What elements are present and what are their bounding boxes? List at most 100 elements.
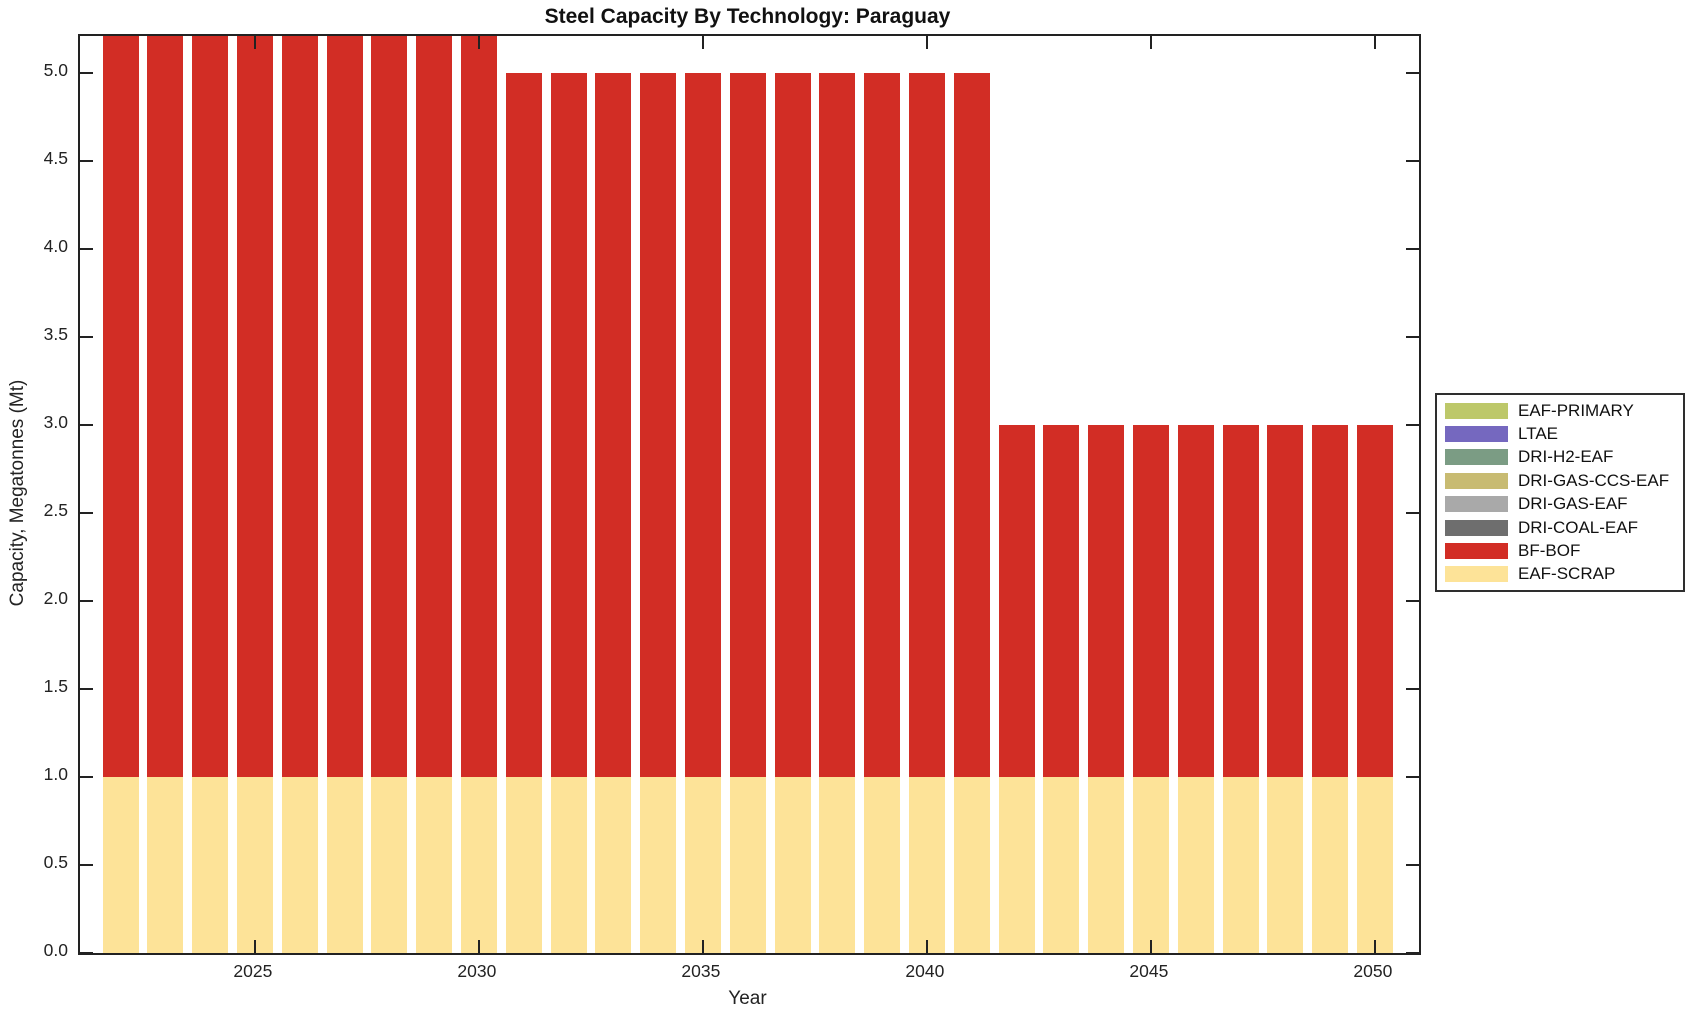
y-tick-left-3 xyxy=(80,424,93,426)
bar-segment-eaf-scrap-2047 xyxy=(1222,777,1259,953)
bar-segment-bf-bof-2048 xyxy=(1267,425,1304,777)
x-tick-label-2030: 2030 xyxy=(457,961,497,981)
bar-segment-bf-bof-2032 xyxy=(550,73,587,777)
legend-swatch-dri-h2-eaf xyxy=(1445,449,1508,466)
x-tick-bottom-2045 xyxy=(1149,940,1152,953)
y-tick-label-0.0: 0.0 xyxy=(43,940,68,960)
bar-segment-bf-bof-2022 xyxy=(102,36,139,777)
y-axis-label: Capacity, Megatonnes (Mt) xyxy=(7,379,28,607)
y-tick-label-5.0: 5.0 xyxy=(43,60,68,80)
y-tick-label-0.5: 0.5 xyxy=(43,852,68,872)
y-tick-right-5 xyxy=(1406,72,1419,74)
bar-segment-eaf-scrap-2048 xyxy=(1267,777,1304,953)
bar-segment-bf-bof-2031 xyxy=(505,73,542,777)
x-tick-top-2030 xyxy=(477,36,480,49)
x-tick-top-2050 xyxy=(1373,36,1376,49)
y-tick-label-1.0: 1.0 xyxy=(43,764,68,784)
legend-item-eaf-scrap: EAF-SCRAP xyxy=(1437,563,1683,586)
bar-segment-bf-bof-2024 xyxy=(192,36,229,777)
bar-segment-bf-bof-2043 xyxy=(1043,425,1080,777)
x-tick-bottom-2050 xyxy=(1373,940,1376,953)
bar-segment-bf-bof-2035 xyxy=(684,73,721,777)
y-tick-left-5 xyxy=(80,72,93,74)
y-tick-right-4.5 xyxy=(1406,160,1419,162)
y-tick-label-4.5: 4.5 xyxy=(43,148,68,168)
x-tick-top-2045 xyxy=(1149,36,1152,49)
bar-segment-bf-bof-2050 xyxy=(1356,425,1393,777)
bar-segment-eaf-scrap-2030 xyxy=(460,777,497,953)
x-tick-top-2025 xyxy=(253,36,256,49)
bar-segment-eaf-scrap-2041 xyxy=(953,777,990,953)
bar-segment-eaf-scrap-2031 xyxy=(505,777,542,953)
bar-segment-eaf-scrap-2045 xyxy=(1132,777,1169,953)
bar-segment-eaf-scrap-2034 xyxy=(640,777,677,953)
bar-segment-eaf-scrap-2046 xyxy=(1177,777,1214,953)
bar-segment-bf-bof-2023 xyxy=(147,36,184,777)
x-tick-label-2025: 2025 xyxy=(233,961,273,981)
bar-segment-bf-bof-2040 xyxy=(908,73,945,777)
legend-swatch-ltae xyxy=(1445,426,1508,443)
bar-segment-eaf-scrap-2038 xyxy=(819,777,856,953)
x-tick-top-2040 xyxy=(925,36,928,49)
y-tick-left-4 xyxy=(80,248,93,250)
bar-segment-bf-bof-2028 xyxy=(371,36,408,777)
y-tick-right-3.5 xyxy=(1406,336,1419,338)
legend-label-eaf-primary: EAF-PRIMARY xyxy=(1518,400,1634,420)
legend-item-dri-coal-eaf: DRI-COAL-EAF xyxy=(1437,516,1683,539)
bar-segment-eaf-scrap-2025 xyxy=(236,777,273,953)
y-tick-label-1.5: 1.5 xyxy=(43,676,68,696)
bar-segment-bf-bof-2033 xyxy=(595,73,632,777)
bar-segment-bf-bof-2027 xyxy=(326,36,363,777)
bar-segment-bf-bof-2029 xyxy=(416,36,453,777)
bar-segment-bf-bof-2026 xyxy=(281,36,318,777)
bar-segment-eaf-scrap-2028 xyxy=(371,777,408,953)
bar-segment-bf-bof-2036 xyxy=(729,73,766,777)
bar-segment-eaf-scrap-2039 xyxy=(864,777,901,953)
bar-segment-eaf-scrap-2027 xyxy=(326,777,363,953)
x-tick-bottom-2040 xyxy=(925,940,928,953)
bar-segment-bf-bof-2034 xyxy=(640,73,677,777)
bar-segment-bf-bof-2041 xyxy=(953,73,990,777)
y-tick-label-4.0: 4.0 xyxy=(43,236,68,256)
x-tick-top-2035 xyxy=(701,36,704,49)
bar-segment-bf-bof-2045 xyxy=(1132,425,1169,777)
bar-segment-eaf-scrap-2024 xyxy=(192,777,229,953)
legend-swatch-dri-coal-eaf xyxy=(1445,519,1508,536)
bar-segment-eaf-scrap-2043 xyxy=(1043,777,1080,953)
bar-segment-eaf-scrap-2022 xyxy=(102,777,139,953)
bar-segment-eaf-scrap-2033 xyxy=(595,777,632,953)
y-tick-right-3 xyxy=(1406,424,1419,426)
chart-title: Steel Capacity By Technology: Paraguay xyxy=(544,5,951,28)
legend-label-dri-gas-eaf: DRI-GAS-EAF xyxy=(1518,494,1628,514)
bar-segment-bf-bof-2037 xyxy=(774,73,811,777)
y-tick-right-4 xyxy=(1406,248,1419,250)
legend-item-bf-bof: BF-BOF xyxy=(1437,539,1683,562)
bar-segment-eaf-scrap-2035 xyxy=(684,777,721,953)
bar-segment-eaf-scrap-2042 xyxy=(998,777,1035,953)
y-tick-right-2.5 xyxy=(1406,512,1419,514)
plot-area xyxy=(78,34,1421,955)
bar-segment-bf-bof-2039 xyxy=(864,73,901,777)
bar-segment-eaf-scrap-2026 xyxy=(281,777,318,953)
y-tick-left-0.5 xyxy=(80,864,93,866)
legend-label-ltae: LTAE xyxy=(1518,424,1558,444)
y-tick-right-0 xyxy=(1406,952,1419,954)
legend-swatch-bf-bof xyxy=(1445,542,1508,559)
x-tick-label-2050: 2050 xyxy=(1353,961,1393,981)
bar-segment-bf-bof-2038 xyxy=(819,73,856,777)
y-tick-left-2 xyxy=(80,600,93,602)
bar-segment-bf-bof-2042 xyxy=(998,425,1035,777)
legend-label-dri-h2-eaf: DRI-H2-EAF xyxy=(1518,447,1614,467)
legend: EAF-PRIMARY LTAE DRI-H2-EAF DRI-GAS-CCS-EAF… xyxy=(1435,393,1685,592)
x-axis-label: Year xyxy=(728,988,767,1009)
legend-item-dri-h2-eaf: DRI-H2-EAF xyxy=(1437,446,1683,469)
bar-segment-eaf-scrap-2037 xyxy=(774,777,811,953)
y-tick-right-1 xyxy=(1406,776,1419,778)
legend-label-bf-bof: BF-BOF xyxy=(1518,540,1581,560)
legend-item-ltae: LTAE xyxy=(1437,422,1683,445)
bar-segment-bf-bof-2049 xyxy=(1312,425,1349,777)
x-tick-bottom-2035 xyxy=(701,940,704,953)
y-tick-label-3.0: 3.0 xyxy=(43,412,68,432)
y-tick-left-2.5 xyxy=(80,512,93,514)
